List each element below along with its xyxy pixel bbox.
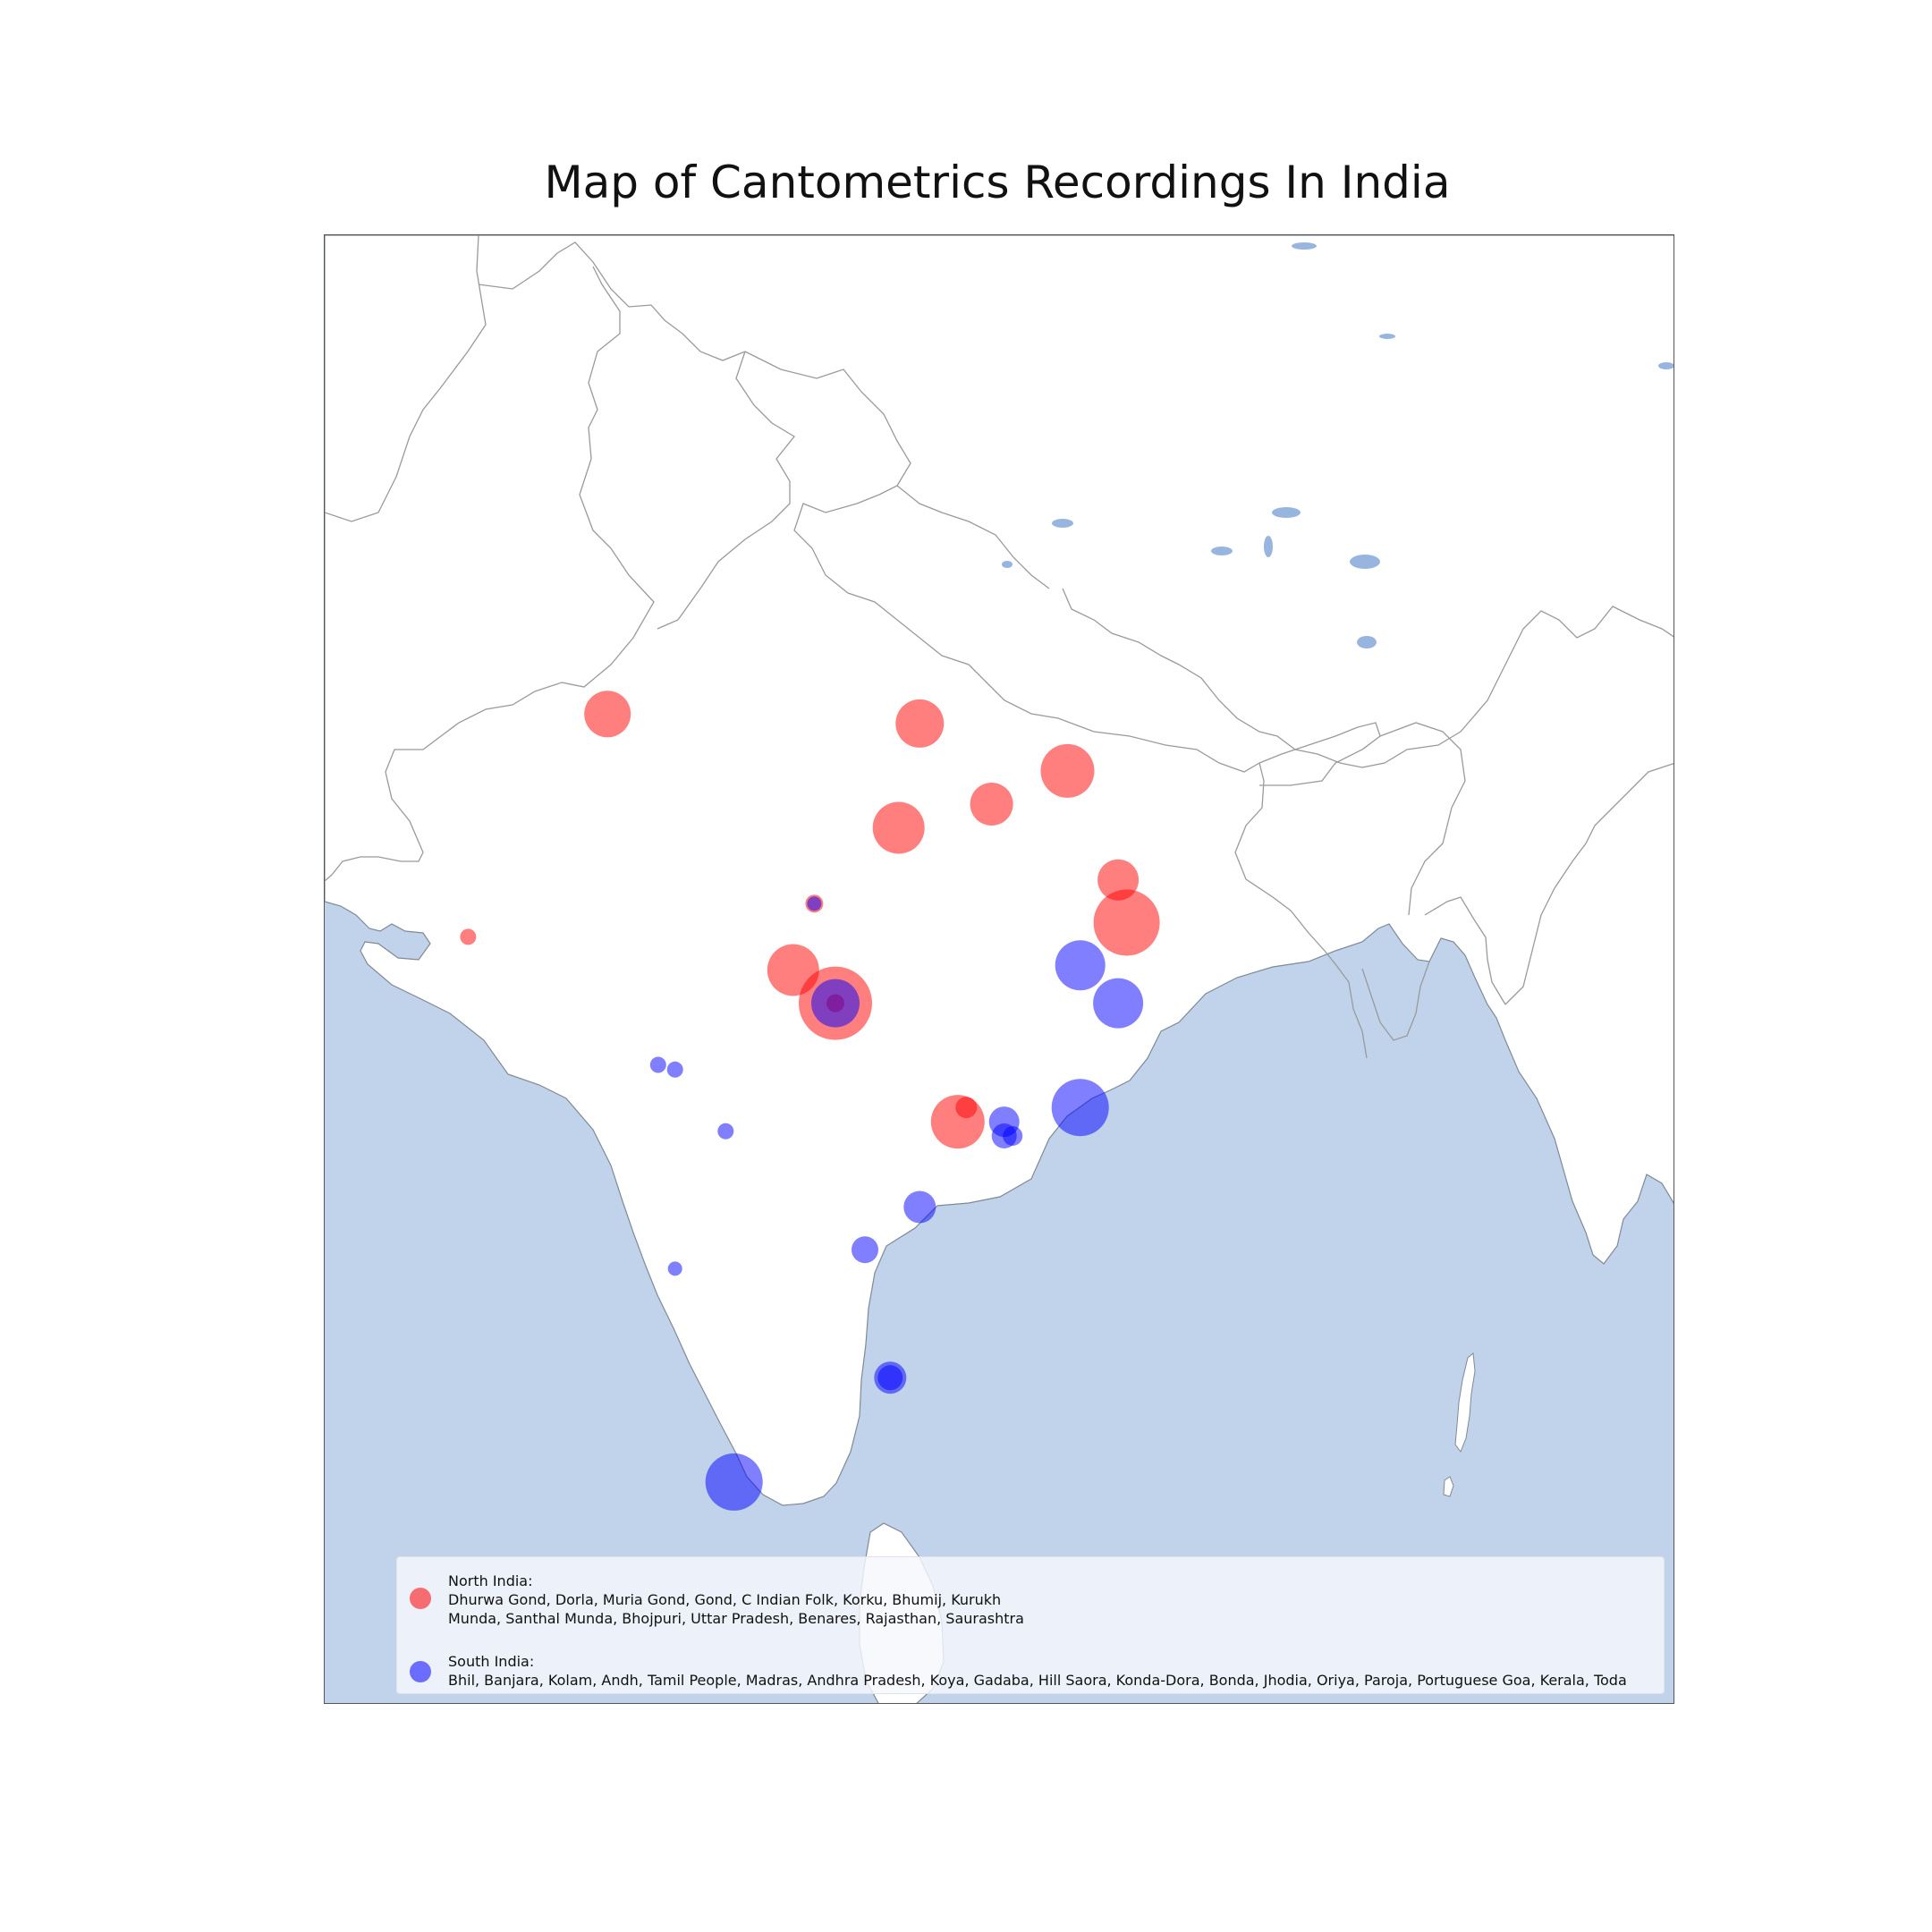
recording-point-north-3[interactable] — [970, 783, 1013, 826]
recording-point-south-15[interactable] — [807, 896, 822, 911]
lake-9 — [1350, 555, 1380, 569]
recording-point-north-6[interactable] — [1093, 889, 1160, 956]
recording-point-north-13[interactable] — [930, 1095, 985, 1149]
recording-point-south-18[interactable] — [649, 1056, 666, 1073]
legend-marker-south — [410, 1661, 431, 1682]
recording-point-south-24[interactable] — [1003, 1126, 1023, 1146]
legend-heading-south: South India: — [448, 1653, 535, 1670]
landmass-andaman — [1454, 1352, 1476, 1453]
recording-point-south-30[interactable] — [705, 1453, 763, 1511]
recording-point-north-2[interactable] — [1040, 743, 1095, 798]
recording-point-south-20[interactable] — [717, 1123, 734, 1140]
legend-line1-north: Dhurwa Gond, Dorla, Muria Gond, Gond, C … — [448, 1591, 1002, 1608]
lake-2 — [1379, 334, 1395, 339]
recording-point-north-1[interactable] — [895, 699, 945, 748]
lake-8 — [1002, 561, 1013, 568]
map-title: Map of Cantometrics Recordings In India — [544, 157, 1451, 208]
lake-7 — [1264, 536, 1273, 557]
recording-point-south-26[interactable] — [852, 1236, 878, 1264]
lake-3 — [1658, 362, 1674, 369]
recording-point-south-29[interactable] — [877, 1365, 903, 1391]
legend-heading-north: North India: — [448, 1572, 533, 1589]
recording-point-north-4[interactable] — [872, 801, 925, 854]
lake-6 — [1211, 547, 1233, 555]
map-svg[interactable] — [325, 235, 1674, 1704]
recording-point-south-25[interactable] — [903, 1191, 936, 1224]
landmass-asia — [325, 235, 1674, 1506]
lake-4 — [1052, 519, 1073, 528]
legend-text-south: South India: Bhil, Banjara, Kolam, Andh,… — [448, 1652, 1627, 1690]
legend-text-north: North India: Dhurwa Gond, Dorla, Muria G… — [448, 1572, 1024, 1628]
recording-point-south-21[interactable] — [1051, 1079, 1109, 1137]
lake-10 — [1357, 636, 1377, 648]
country-borders — [325, 235, 1674, 1059]
lake-1 — [1292, 242, 1317, 250]
legend-line1-south: Bhil, Banjara, Kolam, Andh, Tamil People… — [448, 1672, 1627, 1689]
recording-point-south-19[interactable] — [666, 1061, 683, 1078]
recording-point-south-27[interactable] — [667, 1261, 682, 1276]
recording-point-north-0[interactable] — [584, 691, 631, 738]
legend-line2-north: Munda, Santhal Munda, Bhojpuri, Uttar Pr… — [448, 1610, 1024, 1627]
map-frame[interactable] — [324, 234, 1674, 1704]
legend-marker-north — [410, 1588, 431, 1609]
lake-5 — [1272, 507, 1301, 518]
recording-point-south-17[interactable] — [1093, 978, 1144, 1029]
recording-point-north-8[interactable] — [460, 928, 477, 945]
lakes-layer — [1002, 242, 1674, 648]
recording-point-south-14[interactable] — [811, 979, 860, 1028]
landmass-little-andaman — [1443, 1476, 1454, 1497]
points-layer — [460, 691, 1160, 1511]
recording-point-south-16[interactable] — [1055, 940, 1106, 991]
land-layer — [325, 235, 1674, 1703]
map-legend: North India: Dhurwa Gond, Dorla, Muria G… — [396, 1556, 1665, 1694]
